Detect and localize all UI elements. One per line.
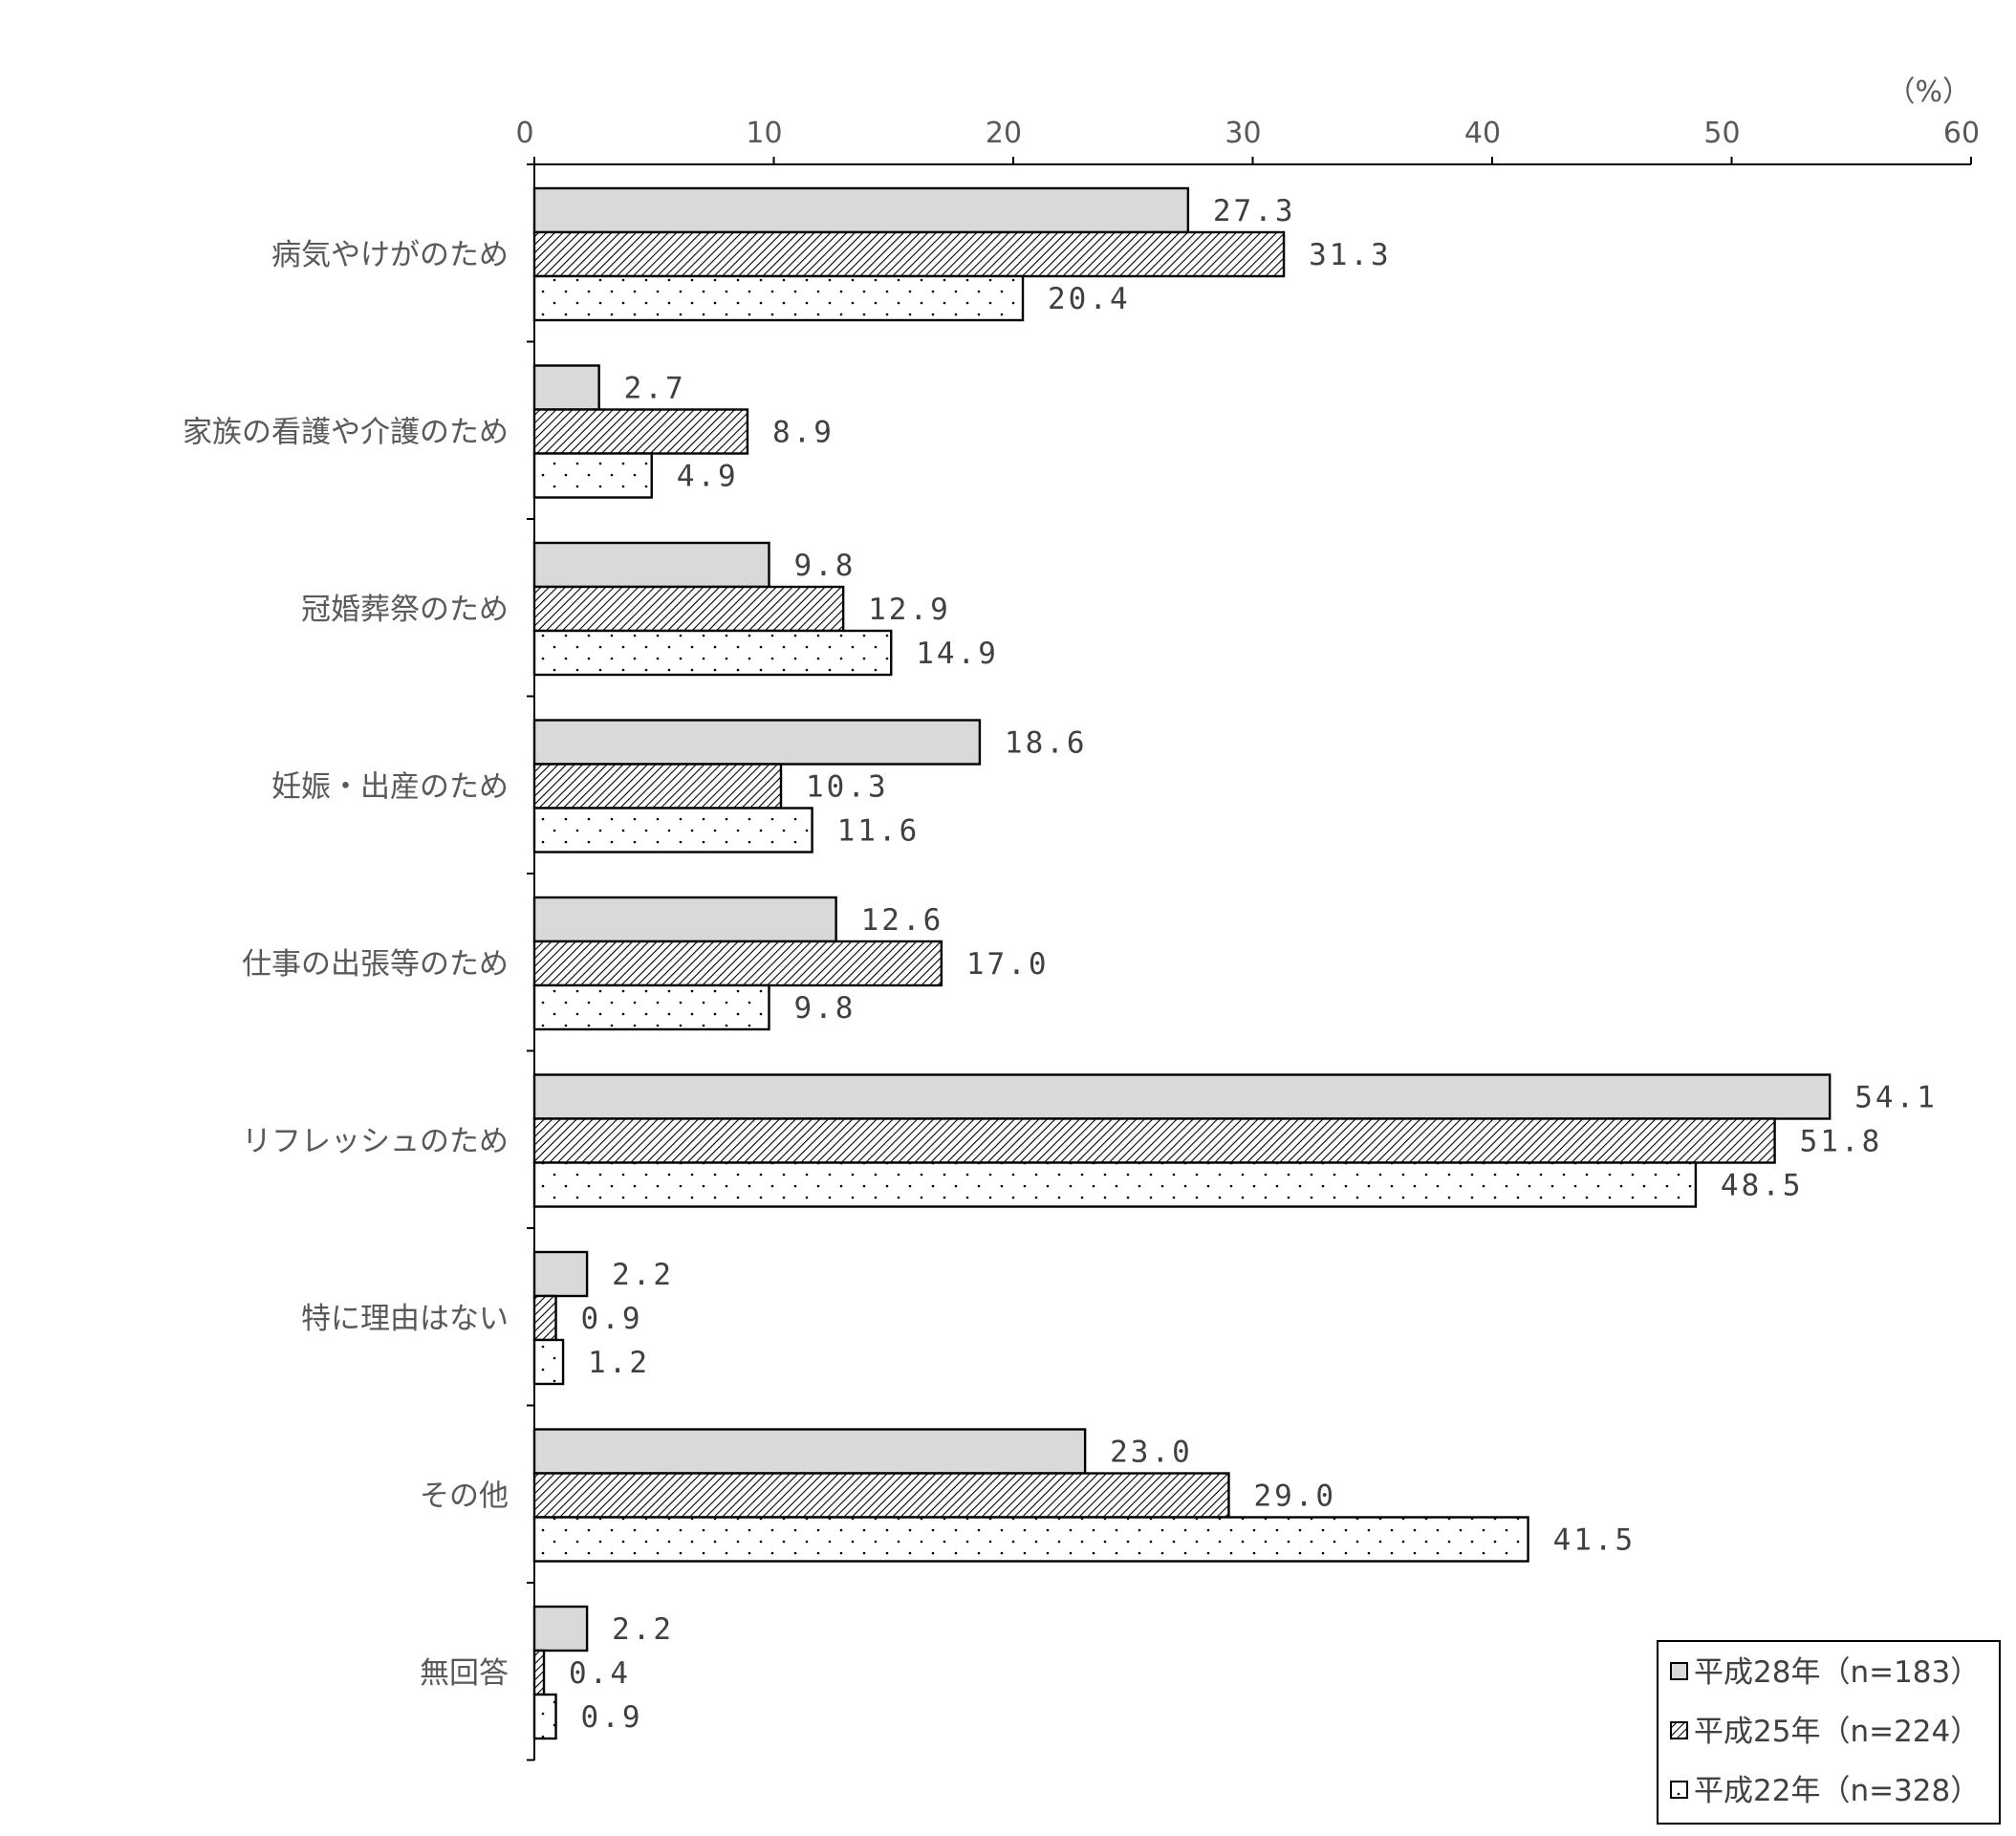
x-tick-label: 60 xyxy=(1943,117,1980,150)
data-label: 14.9 xyxy=(916,637,999,671)
unit-label: （%） xyxy=(1886,76,1971,109)
data-label: 9.8 xyxy=(793,549,856,583)
bar xyxy=(532,408,749,455)
bar xyxy=(532,940,943,987)
data-label: 9.8 xyxy=(793,991,856,1026)
bar xyxy=(532,807,813,853)
category-label: 無回答 xyxy=(420,1656,509,1691)
data-label: 20.4 xyxy=(1048,282,1131,316)
data-label: 2.2 xyxy=(612,1258,674,1292)
value-labels: 27.3 31.3 20.4 2.7 8.9 4.9 9.8 12.9 14.9 18.6 10.3… xyxy=(569,194,1938,1735)
legend-swatch xyxy=(1670,1721,1688,1739)
category-label: 仕事の出張等のため xyxy=(242,947,509,982)
data-label: 4.9 xyxy=(677,460,739,494)
x-tick-label: 0 xyxy=(515,117,533,150)
category-label: 冠婚葬祭のため xyxy=(301,593,509,627)
bar xyxy=(532,896,837,943)
bar xyxy=(532,1693,557,1740)
bar-series xyxy=(532,186,1832,1740)
category-label: リフレッシュのため xyxy=(242,1125,509,1159)
data-label: 48.5 xyxy=(1721,1169,1804,1203)
data-label: 51.8 xyxy=(1800,1125,1883,1159)
x-tick-label: 30 xyxy=(1225,117,1261,150)
axes xyxy=(527,157,1972,1761)
bar xyxy=(532,1073,1832,1120)
bar xyxy=(532,1605,589,1652)
bar xyxy=(532,452,653,499)
data-label: 0.9 xyxy=(581,1302,643,1336)
data-label: 0.9 xyxy=(581,1700,643,1735)
data-label: 8.9 xyxy=(772,416,835,450)
bar xyxy=(532,541,770,589)
legend-label: 平成25年（n=224） xyxy=(1694,1715,1980,1749)
x-axis-ticks: 0 10 20 30 40 50 60 xyxy=(515,117,1980,150)
data-label: 2.2 xyxy=(612,1612,674,1647)
x-tick-label: 20 xyxy=(986,117,1022,150)
bar xyxy=(532,1250,589,1298)
data-label: 18.6 xyxy=(1005,726,1088,761)
data-label: 29.0 xyxy=(1253,1480,1336,1514)
legend-swatch xyxy=(1670,1781,1688,1799)
bar xyxy=(532,629,893,677)
data-label: 10.3 xyxy=(806,770,889,805)
legend-label: 平成28年（n=183） xyxy=(1694,1655,1980,1690)
data-label: 12.9 xyxy=(868,593,951,627)
data-label: 11.6 xyxy=(837,814,921,849)
data-label: 41.5 xyxy=(1553,1523,1637,1558)
bar xyxy=(532,1516,1529,1563)
data-label: 0.4 xyxy=(569,1656,631,1691)
bar xyxy=(532,1428,1087,1475)
bar xyxy=(532,230,1286,278)
category-label: 家族の看護や介護のため xyxy=(183,416,509,450)
bar xyxy=(532,1649,546,1696)
data-label: 17.0 xyxy=(966,947,1050,982)
data-label: 54.1 xyxy=(1854,1081,1938,1115)
data-label: 2.7 xyxy=(624,372,686,406)
legend-label: 平成22年（n=328） xyxy=(1694,1774,1980,1808)
bar xyxy=(532,364,600,411)
category-label: 妊娠・出産のため xyxy=(271,770,509,805)
bar xyxy=(532,1117,1776,1164)
data-label: 27.3 xyxy=(1213,194,1296,228)
bar xyxy=(532,186,1190,234)
category-label: その他 xyxy=(420,1480,509,1514)
legend-box xyxy=(1657,1640,2001,1825)
bar xyxy=(532,1472,1230,1519)
legend-items: 平成28年（n=183） 平成25年（n=224） 平成22年（n=328） xyxy=(1670,1655,1980,1808)
data-label: 12.6 xyxy=(861,903,944,938)
bar xyxy=(532,1294,557,1342)
bar xyxy=(532,585,845,633)
bar xyxy=(532,719,982,766)
x-tick-label: 40 xyxy=(1464,117,1501,150)
data-label: 23.0 xyxy=(1110,1436,1193,1470)
legend-swatch xyxy=(1670,1662,1688,1680)
x-tick-label: 50 xyxy=(1703,117,1740,150)
category-label: 特に理由はない xyxy=(301,1302,509,1336)
category-label: 病気やけがのため xyxy=(271,238,509,272)
category-labels: 病気やけがのため家族の看護や介護のため冠婚葬祭のため妊娠・出産のため仕事の出張等… xyxy=(183,238,509,1691)
bar xyxy=(532,1161,1698,1208)
data-label: 31.3 xyxy=(1309,238,1392,272)
x-tick-label: 10 xyxy=(746,117,782,150)
bar xyxy=(532,1338,565,1386)
data-label: 1.2 xyxy=(588,1346,650,1380)
legend: 平成28年（n=183） 平成25年（n=224） 平成22年（n=328） xyxy=(1657,1640,2001,1825)
bar xyxy=(532,763,783,810)
bar xyxy=(532,983,770,1031)
bar xyxy=(532,274,1025,322)
